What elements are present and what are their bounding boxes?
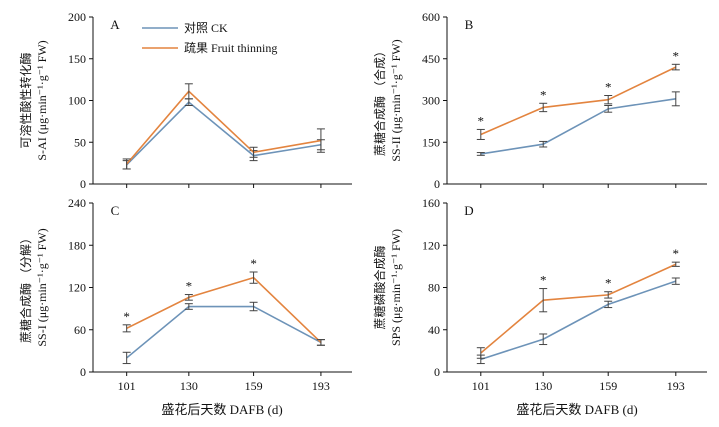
significance-star: *	[478, 113, 485, 128]
series-line-ck	[126, 305, 322, 359]
y-tick-label: 180	[68, 238, 86, 252]
x-tick-label: 159	[599, 379, 617, 393]
series-line-ft	[480, 263, 677, 354]
x-tick-label: 101	[118, 379, 136, 393]
x-tick-label: 101	[472, 379, 490, 393]
x-tick-label: 130	[180, 379, 198, 393]
y-tick-label: 40	[428, 323, 440, 337]
y-axis-label-cn: 蔗糖合成酶 （分解）	[18, 232, 33, 343]
y-tick-label: 120	[68, 281, 86, 295]
series-line-ft	[480, 66, 677, 136]
y-axis-label-en: SS-I (μg·min⁻¹·g⁻¹ FW)	[35, 228, 49, 346]
panel-letter: D	[464, 203, 473, 218]
y-tick-label: 150	[68, 52, 86, 66]
y-tick-label: 160	[422, 196, 440, 210]
panel-D: 0 40 80 120 160 101 130 159 193 D 蔗糖磷酸合成酶 SPS (μg·m…	[372, 196, 707, 393]
panel-letter: C	[111, 203, 120, 218]
significance-star: *	[605, 276, 612, 291]
series-line-ck	[480, 280, 677, 361]
series-line-ft	[126, 276, 322, 344]
x-tick-label: 130	[534, 379, 552, 393]
y-tick-label: 600	[422, 10, 440, 24]
y-axis-label-en: S-AI (μg·min⁻¹·g⁻¹ FW)	[35, 40, 49, 160]
significance-star: *	[673, 246, 680, 261]
x-tick-label: 193	[667, 379, 685, 393]
significance-star: *	[186, 279, 193, 294]
y-tick-label: 60	[74, 323, 86, 337]
y-tick-label: 0	[434, 177, 440, 191]
panel-letter: B	[465, 17, 474, 32]
series-line-ft	[126, 90, 322, 165]
y-axis-label-cn: 蔗糖磷酸合成酶	[372, 245, 387, 329]
series-line-ck	[480, 98, 676, 155]
x-axis-label-right: 盛花后天数 DAFB (d)	[516, 402, 637, 417]
y-axis-label-en: SS-II (μg·min⁻¹·g⁻¹ FW)	[389, 39, 403, 161]
legend-label-ck: 对照 CK	[184, 21, 228, 35]
panel-B: 0 150 300 450 600 B 蔗糖合成酶 （合成） SS-II (μg·min⁻¹·…	[372, 10, 707, 191]
y-tick-label: 80	[428, 281, 440, 295]
y-tick-label: 0	[80, 177, 86, 191]
y-tick-label: 100	[68, 94, 86, 108]
legend-label-ft: 疏果 Fruit thinning	[184, 40, 277, 55]
x-tick-label: 159	[245, 379, 263, 393]
significance-star: *	[250, 256, 257, 271]
y-tick-label: 200	[68, 10, 86, 24]
significance-star: *	[605, 79, 612, 94]
panel-letter: A	[110, 17, 120, 32]
y-tick-label: 50	[74, 135, 86, 149]
y-tick-label: 450	[422, 52, 440, 66]
y-axis-label-cn: 蔗糖合成酶 （合成）	[372, 45, 387, 156]
y-tick-label: 0	[434, 365, 440, 379]
series-line-ck	[126, 101, 322, 166]
significance-star: *	[673, 48, 680, 63]
significance-star: *	[540, 87, 547, 102]
legend: 对照 CK 疏果 Fruit thinning	[142, 21, 277, 55]
significance-star: *	[123, 309, 130, 324]
y-axis-label-en: SPS (μg·min⁻¹·g⁻¹ FW)	[389, 229, 403, 346]
x-axis-label-left: 盛花后天数 DAFB (d)	[161, 402, 282, 417]
y-axis-label-cn: 可溶性酸性转化酶	[18, 52, 33, 148]
y-tick-label: 120	[422, 238, 440, 252]
y-tick-label: 0	[80, 365, 86, 379]
x-tick-label: 193	[312, 379, 330, 393]
panel-A: 0 50 100 150 200 A 可溶性酸性转化酶 S-AI (μg·min⁻¹·g⁻¹ …	[18, 10, 352, 191]
y-tick-label: 150	[422, 135, 440, 149]
panel-C: 0 60 120 180 240 101 130 159 193 C 蔗糖合成酶 （分解） SS-I …	[18, 196, 352, 393]
significance-star: *	[540, 273, 547, 288]
y-tick-label: 300	[422, 94, 440, 108]
y-tick-label: 240	[68, 196, 86, 210]
